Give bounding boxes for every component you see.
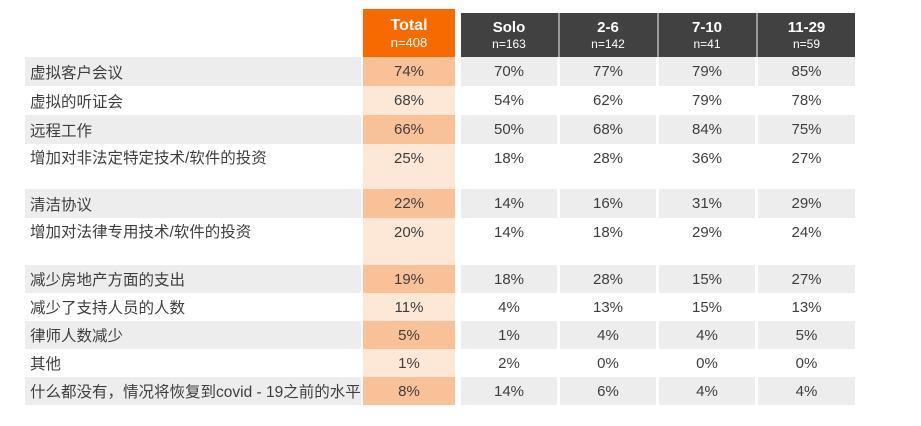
11-29-value-cell: 5% [758, 321, 855, 349]
column-header-7-10: 7-10 n=41 [659, 13, 755, 57]
row-label: 增加对法律专用技术/软件的投资 [25, 218, 361, 265]
solo-value-cell: 2% [461, 349, 557, 377]
row-label: 虚拟的听证会 [25, 86, 361, 115]
row-label: 远程工作 [25, 115, 361, 144]
column-header-total-label: Total [390, 16, 428, 34]
7-10-value-cell: 0% [659, 349, 755, 377]
table-row: 虚拟客户会议 74% 70% 77% 79% 85% [0, 57, 921, 86]
7-10-value-cell: 15% [659, 293, 755, 321]
solo-value-cell: 50% [461, 115, 557, 144]
7-10-value-cell: 36% [659, 144, 755, 189]
solo-value-cell: 14% [461, 189, 557, 218]
11-29-value-cell: 13% [758, 293, 855, 321]
total-value-cell: 19% [363, 265, 455, 293]
7-10-value-cell: 29% [659, 218, 755, 265]
row-label: 其他 [25, 349, 361, 377]
solo-value-cell: 14% [461, 377, 557, 405]
table-row: 什么都没有，情况将恢复到covid - 19之前的水平 8% 14% 6% 4%… [0, 377, 921, 405]
2-6-value-cell: 16% [560, 189, 656, 218]
header-separator [656, 13, 659, 57]
row-label: 律师人数减少 [25, 321, 361, 349]
header-separator [557, 13, 560, 57]
7-10-value-cell: 15% [659, 265, 755, 293]
total-value-cell: 25% [363, 144, 455, 189]
column-header-solo: Solo n=163 [461, 13, 557, 57]
11-29-value-cell: 85% [758, 57, 855, 86]
row-label: 什么都没有，情况将恢复到covid - 19之前的水平 [25, 377, 361, 405]
11-29-value-cell: 75% [758, 115, 855, 144]
row-label: 虚拟客户会议 [25, 57, 361, 86]
2-6-value-cell: 13% [560, 293, 656, 321]
column-header-solo-label: Solo [492, 18, 526, 36]
2-6-value-cell: 18% [560, 218, 656, 265]
column-header-total: Total n=408 [363, 9, 455, 57]
11-29-value-cell: 29% [758, 189, 855, 218]
column-header-11-29: 11-29 n=59 [758, 13, 855, 57]
row-label: 清洁协议 [25, 189, 361, 218]
table-row: 增加对法律专用技术/软件的投资 20% 14% 18% 29% 24% [0, 218, 921, 265]
2-6-value-cell: 62% [560, 86, 656, 115]
table-row: 远程工作 66% 50% 68% 84% 75% [0, 115, 921, 144]
11-29-value-cell: 27% [758, 144, 855, 189]
column-header-solo-n: n=163 [492, 36, 526, 51]
header-separator [755, 13, 758, 57]
total-value-cell: 20% [363, 218, 455, 265]
total-value-cell: 1% [363, 349, 455, 377]
2-6-value-cell: 4% [560, 321, 656, 349]
table-body: 虚拟客户会议 74% 70% 77% 79% 85% 虚拟的听证会 68% 54… [0, 57, 921, 405]
11-29-value-cell: 0% [758, 349, 855, 377]
solo-value-cell: 1% [461, 321, 557, 349]
table-row: 清洁协议 22% 14% 16% 31% 29% [0, 189, 921, 218]
total-value-cell: 11% [363, 293, 455, 321]
total-value-cell: 5% [363, 321, 455, 349]
2-6-value-cell: 0% [560, 349, 656, 377]
column-header-2-6-n: n=142 [591, 36, 625, 51]
11-29-value-cell: 27% [758, 265, 855, 293]
total-value-cell: 68% [363, 86, 455, 115]
column-header-7-10-n: n=41 [693, 36, 721, 51]
solo-value-cell: 18% [461, 144, 557, 189]
7-10-value-cell: 4% [659, 377, 755, 405]
column-header-11-29-label: 11-29 [787, 18, 826, 36]
2-6-value-cell: 77% [560, 57, 656, 86]
11-29-value-cell: 78% [758, 86, 855, 115]
solo-value-cell: 54% [461, 86, 557, 115]
7-10-value-cell: 4% [659, 321, 755, 349]
table-row: 减少房地产方面的支出 19% 18% 28% 15% 27% [0, 265, 921, 293]
row-label: 减少房地产方面的支出 [25, 265, 361, 293]
solo-value-cell: 18% [461, 265, 557, 293]
table-row: 其他 1% 2% 0% 0% 0% [0, 349, 921, 377]
7-10-value-cell: 31% [659, 189, 755, 218]
column-header-total-n: n=408 [390, 34, 428, 50]
11-29-value-cell: 4% [758, 377, 855, 405]
table-row: 虚拟的听证会 68% 54% 62% 79% 78% [0, 86, 921, 115]
row-label: 减少了支持人员的人数 [25, 293, 361, 321]
7-10-value-cell: 84% [659, 115, 755, 144]
row-label: 增加对非法定特定技术/软件的投资 [25, 144, 361, 189]
column-header-11-29-n: n=59 [792, 36, 821, 51]
column-header-7-10-label: 7-10 [691, 18, 723, 36]
solo-value-cell: 70% [461, 57, 557, 86]
table-row: 减少了支持人员的人数 11% 4% 13% 15% 13% [0, 293, 921, 321]
2-6-value-cell: 6% [560, 377, 656, 405]
table-row: 增加对非法定特定技术/软件的投资 25% 18% 28% 36% 27% [0, 144, 921, 189]
2-6-value-cell: 28% [560, 265, 656, 293]
11-29-value-cell: 24% [758, 218, 855, 265]
total-value-cell: 74% [363, 57, 455, 86]
column-header-2-6-label: 2-6 [597, 18, 619, 36]
solo-value-cell: 4% [461, 293, 557, 321]
7-10-value-cell: 79% [659, 86, 755, 115]
column-header-2-6: 2-6 n=142 [560, 13, 656, 57]
2-6-value-cell: 68% [560, 115, 656, 144]
7-10-value-cell: 79% [659, 57, 755, 86]
total-value-cell: 22% [363, 189, 455, 218]
2-6-value-cell: 28% [560, 144, 656, 189]
table-row: 律师人数减少 5% 1% 4% 4% 5% [0, 321, 921, 349]
total-value-cell: 66% [363, 115, 455, 144]
total-value-cell: 8% [363, 377, 455, 405]
solo-value-cell: 14% [461, 218, 557, 265]
table-header-row: Total n=408 Solo n=163 2-6 n=142 7-10 n=… [0, 0, 921, 57]
